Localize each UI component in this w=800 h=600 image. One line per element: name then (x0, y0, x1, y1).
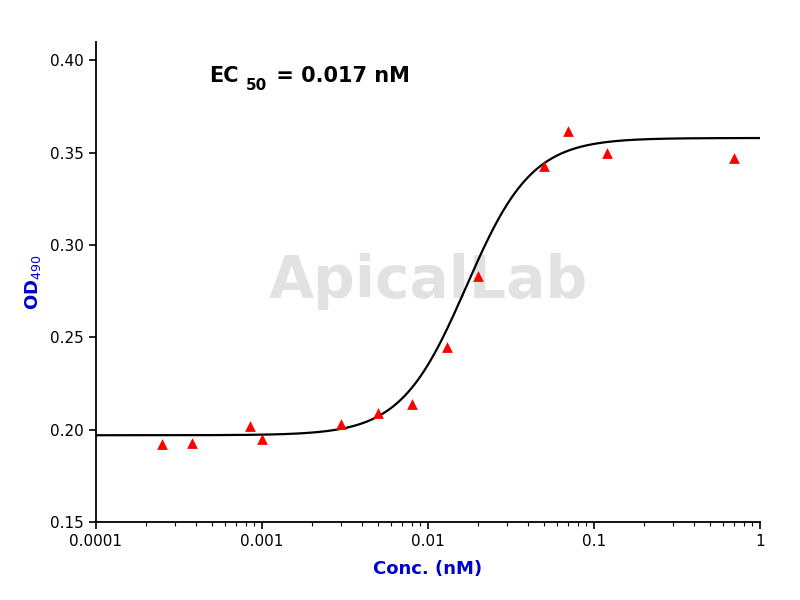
Text: EC: EC (209, 66, 238, 86)
Text: 50: 50 (246, 78, 266, 93)
Point (471, 272, 484, 281)
Point (244, 421, 257, 431)
Point (186, 438, 198, 448)
Point (562, 126, 574, 136)
Text: ApicalLab: ApicalLab (268, 253, 588, 311)
Point (372, 408, 385, 418)
Point (156, 440, 169, 449)
Point (335, 419, 348, 429)
Y-axis label: OD$_{490}$: OD$_{490}$ (23, 254, 43, 310)
Point (406, 399, 418, 409)
Point (728, 154, 741, 163)
Text: = 0.017 nM: = 0.017 nM (269, 66, 410, 86)
X-axis label: Conc. (nM): Conc. (nM) (374, 560, 482, 578)
Point (601, 148, 614, 158)
Point (256, 434, 269, 444)
Point (441, 342, 454, 352)
Point (538, 161, 550, 170)
